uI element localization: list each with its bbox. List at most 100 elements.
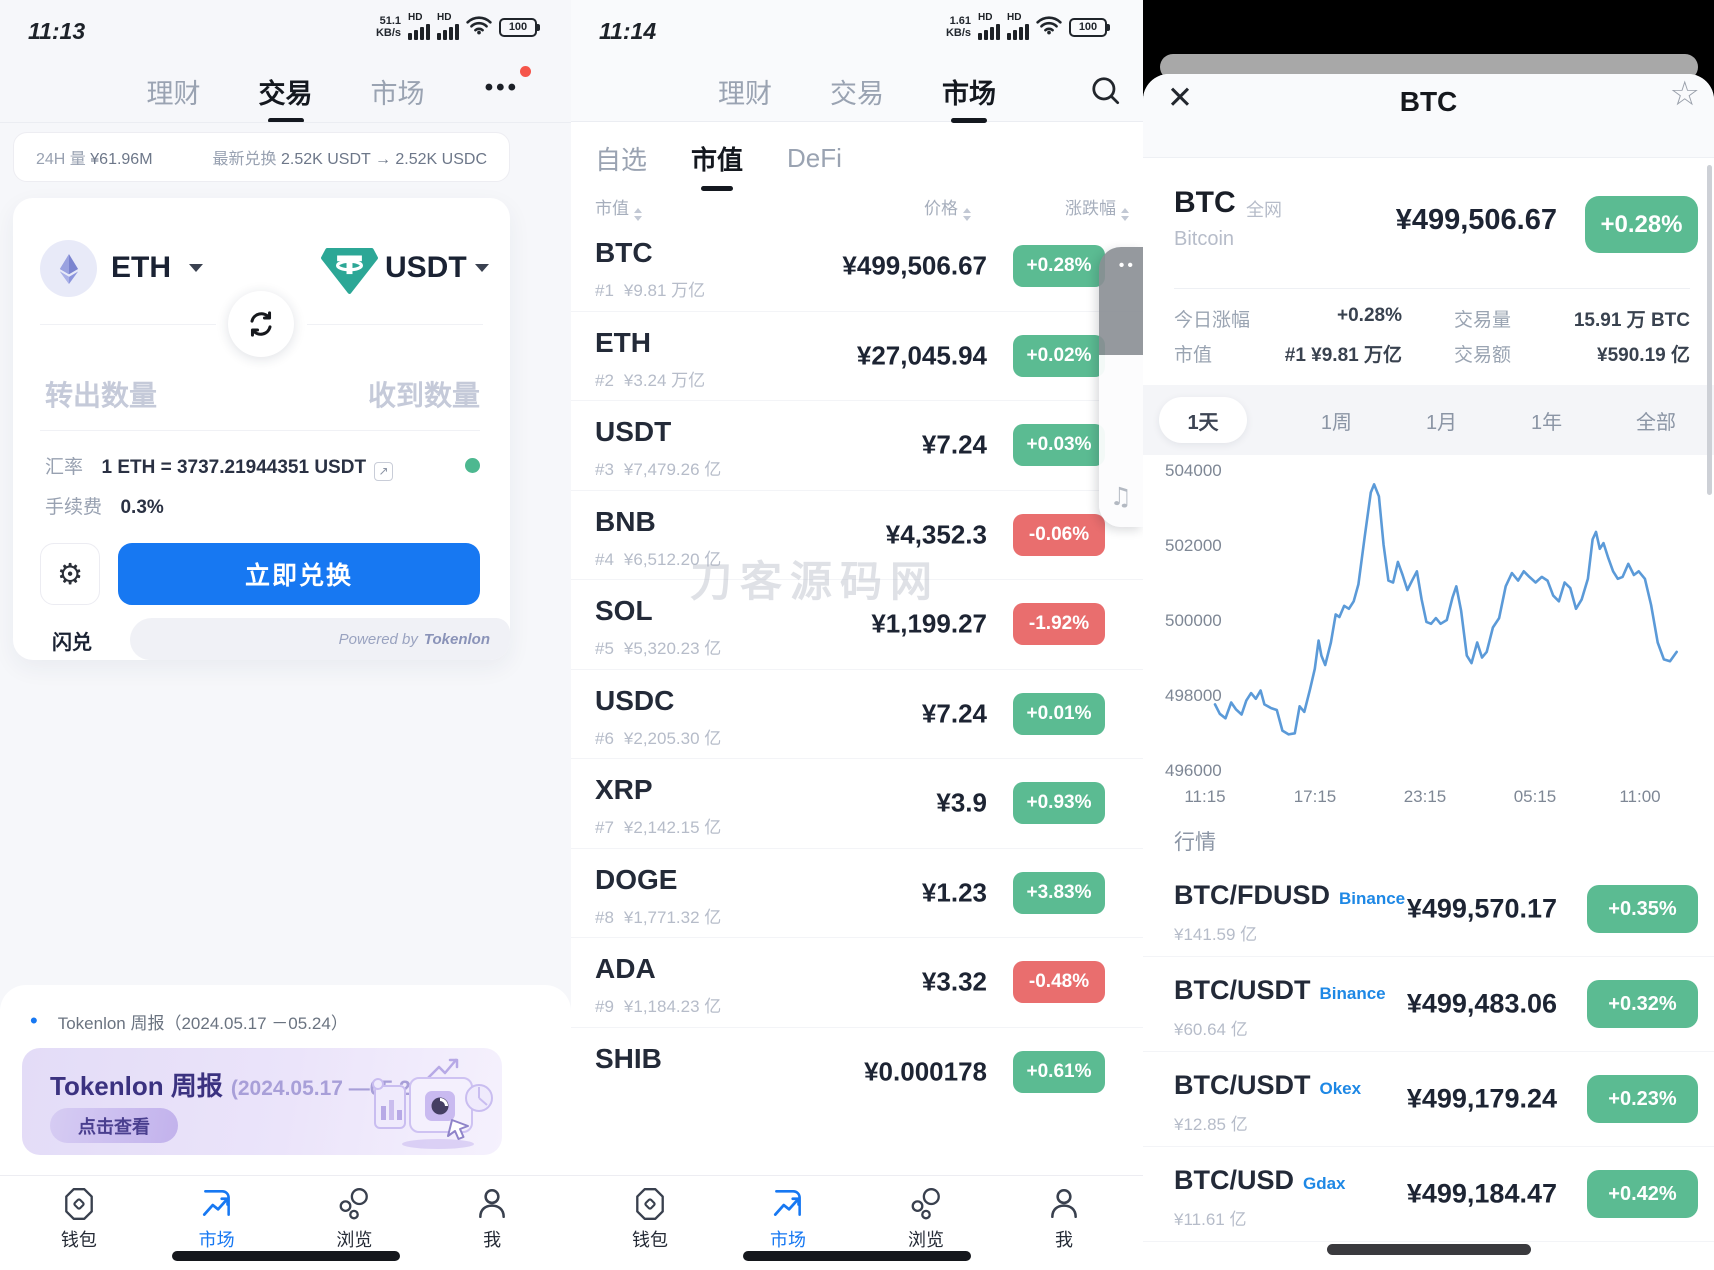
pair-volume: ¥141.59 亿 bbox=[1174, 925, 1258, 944]
header-strip bbox=[571, 0, 1143, 122]
col-marketcap[interactable]: 市值 bbox=[595, 194, 642, 221]
from-token-caret-icon[interactable] bbox=[189, 264, 203, 272]
nav-me[interactable]: 我 bbox=[437, 1186, 547, 1252]
signal2-icon: HD bbox=[1007, 12, 1029, 40]
banner-view-button[interactable]: 点击查看 bbox=[50, 1108, 178, 1143]
floating-sidebar-handle[interactable]: •• ♫ bbox=[1099, 247, 1143, 527]
range-1w[interactable]: 1周 bbox=[1320, 411, 1353, 434]
market-screen: 11:14 1.61 KB/s HD HD 100 理财 交易 市场 自选 市值 … bbox=[571, 0, 1143, 1270]
time-range-tabs: 1天 1周 1月 1年 全部 bbox=[1143, 385, 1714, 455]
tab-licai[interactable]: 理财 bbox=[718, 78, 772, 109]
coin-price: ¥0.000178 bbox=[864, 1056, 987, 1087]
pair-price: ¥499,570.17 bbox=[1406, 893, 1557, 924]
banner-illustration bbox=[372, 1054, 494, 1155]
change-badge: -0.06% bbox=[1013, 513, 1105, 556]
pair-row[interactable]: BTC/USD Gdax ¥11.61 亿 ¥499,184.47 +0.42% bbox=[1143, 1147, 1714, 1242]
flash-swap-tab[interactable]: 闪兑 bbox=[52, 632, 92, 654]
market-chart-icon bbox=[773, 1190, 801, 1216]
stat-value: ¥590.19 亿 bbox=[1597, 345, 1690, 366]
tab-jiaoyi[interactable]: 交易 bbox=[830, 78, 884, 109]
coin-row[interactable]: DOGE #8 ¥1,771.32 亿 ¥1.23 +3.83% bbox=[571, 849, 1143, 938]
tab-licai[interactable]: 理财 bbox=[146, 78, 201, 109]
status-dot bbox=[465, 458, 480, 473]
subtab-marketcap[interactable]: 市值 bbox=[691, 140, 743, 177]
subtab-favorites[interactable]: 自选 bbox=[595, 144, 648, 175]
svg-text:504000: 504000 bbox=[1165, 461, 1222, 480]
detail-header bbox=[1143, 74, 1714, 158]
nav-market[interactable]: 市场 bbox=[733, 1186, 843, 1252]
coin-row[interactable]: ADA #9 ¥1,184.23 亿 ¥3.32 -0.48% bbox=[571, 938, 1143, 1028]
stat-label: 市值 bbox=[1174, 345, 1213, 366]
pair-price: ¥499,483.06 bbox=[1406, 988, 1557, 1019]
powered-by: Powered by Tokenlon bbox=[130, 618, 510, 660]
change-badge: +0.35% bbox=[1587, 885, 1698, 933]
range-1y[interactable]: 1年 bbox=[1530, 411, 1563, 434]
scrollbar[interactable] bbox=[1707, 165, 1712, 495]
amount-to-input[interactable]: 收到数量 bbox=[367, 380, 480, 411]
tab-shichang[interactable]: 市场 bbox=[942, 72, 996, 111]
range-all[interactable]: 全部 bbox=[1636, 411, 1676, 434]
coin-symbol: SHIB bbox=[595, 1042, 662, 1074]
pair-name: BTC/FDUSD Binance bbox=[1174, 880, 1406, 910]
to-token-label[interactable]: USDT bbox=[385, 251, 467, 284]
coin-row[interactable]: ETH #2 ¥3.24 万亿 ¥27,045.94 +0.02% bbox=[571, 312, 1143, 401]
header-divider bbox=[0, 122, 571, 123]
wifi-icon bbox=[466, 15, 492, 40]
exchange-rate: 1 ETH = 3737.21944351 USDT bbox=[101, 457, 367, 478]
sort-icon bbox=[963, 208, 971, 221]
pair-row[interactable]: BTC/FDUSD Binance ¥141.59 亿 ¥499,570.17 +… bbox=[1143, 862, 1714, 957]
more-menu-icon[interactable]: ••• bbox=[485, 66, 531, 102]
nav-me[interactable]: 我 bbox=[1009, 1186, 1119, 1252]
nav-wallet[interactable]: 钱包 bbox=[24, 1186, 134, 1252]
change-badge: -0.48% bbox=[1013, 961, 1105, 1004]
coin-row[interactable]: USDC #6 ¥2,205.30 亿 ¥7.24 +0.01% bbox=[571, 670, 1143, 759]
divider bbox=[307, 324, 483, 325]
coin-symbol: USDC bbox=[595, 684, 675, 716]
weekly-report-notice[interactable]: • Tokenlon 周报（2024.05.17 －05.24） bbox=[30, 1008, 348, 1033]
subtab-defi[interactable]: DeFi bbox=[787, 142, 842, 173]
home-indicator[interactable] bbox=[1326, 1244, 1531, 1255]
range-1m[interactable]: 1月 bbox=[1425, 411, 1458, 434]
coin-row[interactable]: BTC #1 ¥9.81 万亿 ¥499,506.67 +0.28% bbox=[571, 222, 1143, 312]
tab-shichang[interactable]: 市场 bbox=[370, 78, 425, 109]
search-icon[interactable] bbox=[1089, 74, 1123, 113]
settings-button[interactable]: ⚙ bbox=[40, 543, 100, 605]
nav-browse[interactable]: 浏览 bbox=[299, 1186, 409, 1252]
home-indicator[interactable] bbox=[171, 1251, 400, 1261]
status-bar: 11:13 51.1 KB/s HD HD 100 bbox=[0, 12, 571, 50]
coin-row[interactable]: SOL #5 ¥5,320.23 亿 ¥1,199.27 -1.92% bbox=[571, 580, 1143, 670]
coin-row[interactable]: USDT #3 ¥7,479.26 亿 ¥7.24 +0.03% bbox=[571, 401, 1143, 491]
price-chart[interactable]: 504000 502000 500000 498000 496000 11:15 17:15… bbox=[1143, 430, 1714, 820]
tab-jiaoyi[interactable]: 交易 bbox=[259, 72, 313, 111]
pair-row[interactable]: BTC/USDT Binance ¥60.64 亿 ¥499,483.06 +0.… bbox=[1143, 957, 1714, 1052]
nav-browse[interactable]: 浏览 bbox=[871, 1186, 981, 1252]
swap-submit-button[interactable]: 立即兑换 bbox=[118, 543, 480, 605]
exchange-name: Binance bbox=[1339, 889, 1406, 908]
swap-direction-button[interactable] bbox=[228, 291, 294, 357]
weekly-report-banner[interactable]: Tokenlon 周报 (2024.05.17 —05.24) 点击查看 bbox=[22, 1048, 502, 1155]
stat-value: #1 ¥9.81 万亿 bbox=[1284, 345, 1402, 366]
exchange-name: Binance bbox=[1319, 984, 1386, 1003]
home-indicator[interactable] bbox=[743, 1251, 971, 1261]
change-badge: +0.61% bbox=[1013, 1050, 1105, 1093]
amount-from-input[interactable]: 转出数量 bbox=[45, 380, 158, 411]
coin-row[interactable]: SHIB ¥0.000178 +0.61% bbox=[571, 1028, 1143, 1096]
close-icon[interactable]: ✕ bbox=[1167, 80, 1193, 116]
coin-price: ¥27,045.94 bbox=[856, 340, 987, 371]
battery-icon: 100 bbox=[1069, 17, 1110, 37]
to-token-caret-icon[interactable] bbox=[475, 264, 489, 272]
rate-link-icon[interactable]: ↗ bbox=[374, 462, 394, 481]
coin-price: ¥3.32 bbox=[921, 966, 987, 997]
col-change[interactable]: 涨跌幅 bbox=[1065, 194, 1129, 221]
from-token-label[interactable]: ETH bbox=[111, 251, 171, 284]
col-price[interactable]: 价格 bbox=[924, 194, 971, 221]
nav-market[interactable]: 市场 bbox=[162, 1186, 272, 1252]
coin-row[interactable]: BNB #4 ¥6,512.20 亿 ¥4,352.3 -0.06% bbox=[571, 491, 1143, 580]
favorite-star-icon[interactable]: ☆ bbox=[1669, 74, 1700, 114]
coin-row[interactable]: XRP #7 ¥2,142.15 亿 ¥3.9 +0.93% bbox=[571, 759, 1143, 849]
range-1d[interactable]: 1天 bbox=[1159, 397, 1247, 443]
nav-wallet[interactable]: 钱包 bbox=[595, 1186, 705, 1252]
swap-card: ETH USDT 转出数量 收到数量 汇率 1 ETH = 3737.21944… bbox=[13, 198, 510, 660]
pair-volume: ¥11.61 亿 bbox=[1174, 1210, 1247, 1229]
pair-row[interactable]: BTC/USDT Okex ¥12.85 亿 ¥499,179.24 +0.23% bbox=[1143, 1052, 1714, 1147]
